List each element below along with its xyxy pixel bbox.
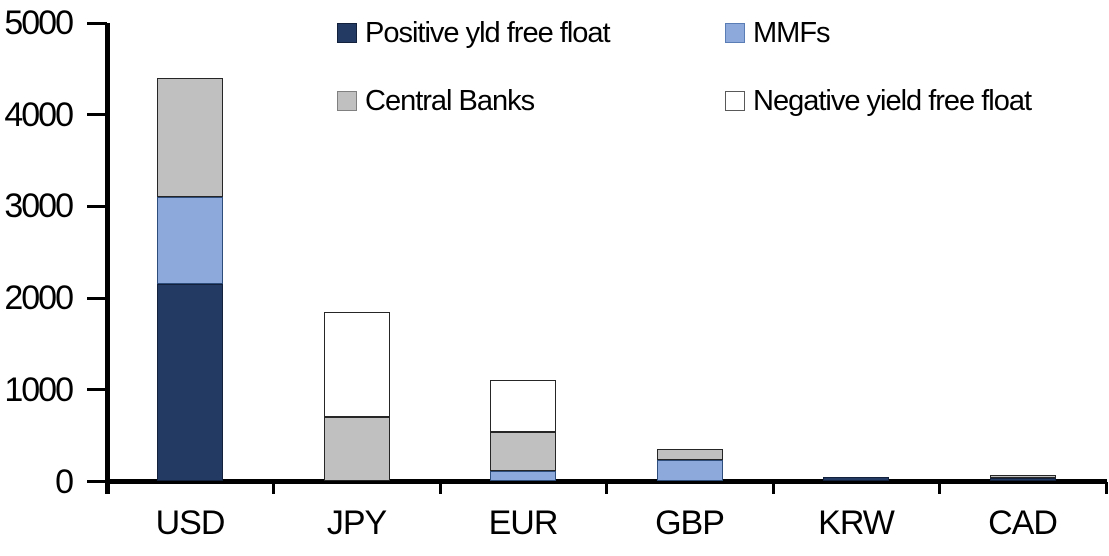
bar-segment-positive-yld-free-float <box>157 284 223 482</box>
bar-segment-negative-yield-free-float <box>490 379 556 432</box>
legend-swatch-icon <box>725 23 745 43</box>
legend-swatch-icon <box>725 91 745 111</box>
legend-item-negative-yield-free-float: Negative yield free float <box>725 84 1032 118</box>
bar-segment-central-banks <box>323 417 390 482</box>
x-axis-tick <box>272 481 275 494</box>
legend-swatch-icon <box>337 91 357 111</box>
y-axis-label: 5000 <box>4 4 74 42</box>
y-axis-label: 2000 <box>4 279 74 318</box>
y-axis-tick <box>87 21 107 25</box>
legend-label: Positive yld free float <box>365 17 611 49</box>
x-axis-label: KRW <box>818 504 895 542</box>
legend-item-central-banks: Central Banks <box>337 84 535 118</box>
x-axis-label: JPY <box>326 504 387 542</box>
x-axis-label: CAD <box>988 504 1058 542</box>
bar-segment-positive-yld-free-float <box>989 478 1056 482</box>
x-axis-label: USD <box>155 504 226 542</box>
legend-label: MMFs <box>753 17 831 49</box>
legend-item-positive-yld-free-float: Positive yld free float <box>337 16 611 50</box>
bar-segment-negative-yield-free-float <box>323 311 390 418</box>
bar-segment-positive-yld-free-float <box>823 477 889 482</box>
legend-label: Central Banks <box>365 85 535 117</box>
y-axis-label: 3000 <box>4 187 74 226</box>
x-axis-line <box>104 479 1107 484</box>
bar-segment-mmfs <box>490 471 556 482</box>
bar-segment-central-banks <box>490 431 556 472</box>
y-axis-tick <box>87 204 107 208</box>
bar-segment-central-banks <box>656 449 723 461</box>
x-axis-tick <box>938 481 941 494</box>
legend-label: Negative yield free float <box>753 85 1032 117</box>
x-axis-tick <box>771 481 775 494</box>
x-axis-tick <box>1104 481 1108 494</box>
bar-segment-mmfs <box>656 460 723 482</box>
y-axis-tick <box>87 296 107 300</box>
y-axis-tick <box>87 480 107 483</box>
x-axis-label: EUR <box>488 504 559 542</box>
y-axis-label: 0 <box>55 462 74 501</box>
bar-segment-central-banks <box>989 474 1056 479</box>
y-axis-tick <box>87 113 107 117</box>
x-axis-label: GBP <box>655 504 725 542</box>
x-axis-tick <box>605 481 608 494</box>
x-axis-tick <box>438 481 442 494</box>
y-axis-label: 4000 <box>4 95 74 134</box>
y-axis-label: 1000 <box>4 370 74 409</box>
y-axis-tick <box>87 388 107 392</box>
legend-swatch-icon <box>337 23 357 43</box>
y-axis-line <box>104 23 110 494</box>
bar-segment-central-banks <box>157 78 223 198</box>
bar-segment-mmfs <box>157 197 223 285</box>
legend-item-mmfs: MMFs <box>725 16 831 50</box>
